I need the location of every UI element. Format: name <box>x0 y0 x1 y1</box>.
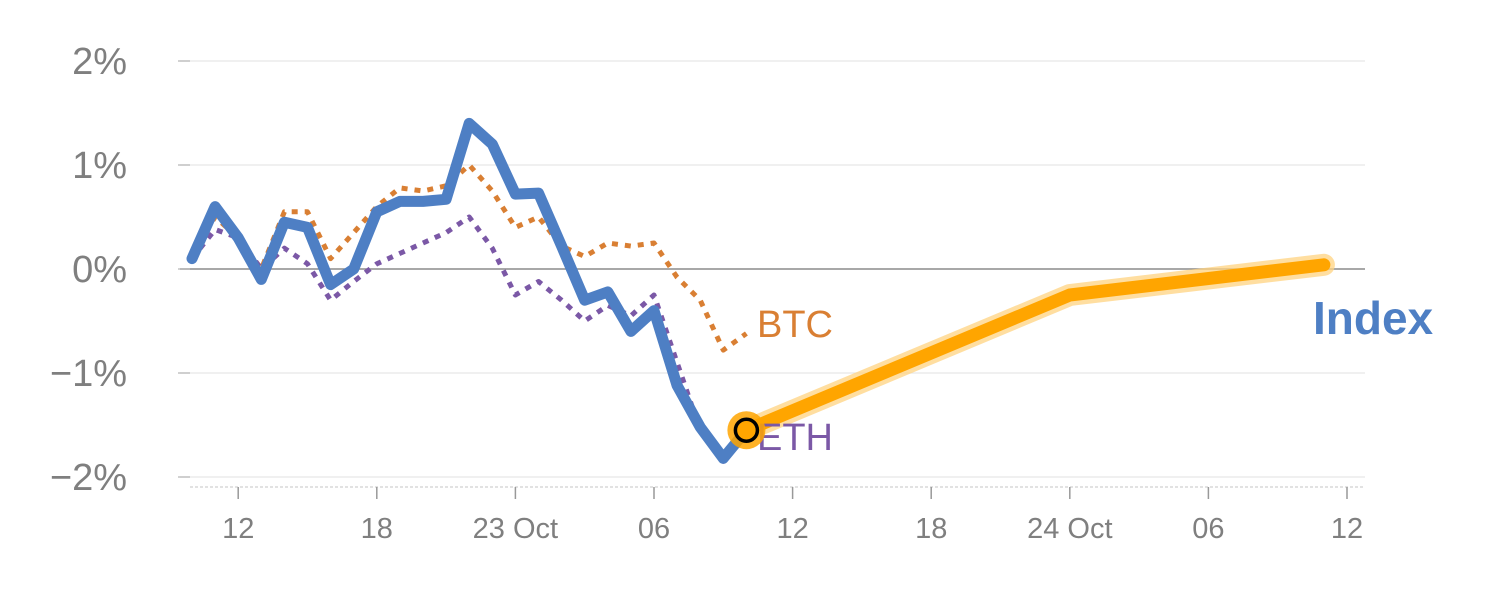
btc-series-label: BTC <box>757 304 833 346</box>
y-axis: 2% 1% 0% −1% −2% <box>50 41 190 499</box>
x-tick-label: 12 <box>222 513 254 545</box>
y-tick-label: −1% <box>50 353 127 395</box>
x-tick-label: 18 <box>915 513 947 545</box>
eth-line <box>190 214 749 464</box>
current-point-dot <box>733 417 760 443</box>
index-series-label: Index <box>1313 292 1434 344</box>
x-tick-label: 18 <box>361 513 393 545</box>
x-axis: 12 18 23 Oct 06 12 18 24 Oct 06 12 <box>190 486 1365 545</box>
forecast-line <box>739 258 1331 437</box>
current-point-marker <box>727 411 766 450</box>
x-tick-label: 12 <box>1331 513 1363 545</box>
eth-series-label: ETH <box>757 417 833 459</box>
y-tick-label: −2% <box>50 457 127 499</box>
x-tick-label: 23 Oct <box>473 513 558 545</box>
grid-lines <box>180 60 1365 478</box>
x-tick-label: 06 <box>1192 513 1224 545</box>
x-tick-label: 06 <box>638 513 670 545</box>
y-tick-label: 0% <box>72 249 127 291</box>
x-tick-label: 24 Oct <box>1027 513 1112 545</box>
series-labels: BTC ETH Index <box>757 292 1434 459</box>
y-tick-label: 1% <box>72 145 127 187</box>
series <box>186 117 1335 464</box>
x-tick-label: 12 <box>776 513 808 545</box>
forecast-band-outer <box>735 253 1335 442</box>
btc-line <box>189 162 748 353</box>
index-line <box>186 117 752 464</box>
y-tick-label: 2% <box>72 41 127 83</box>
